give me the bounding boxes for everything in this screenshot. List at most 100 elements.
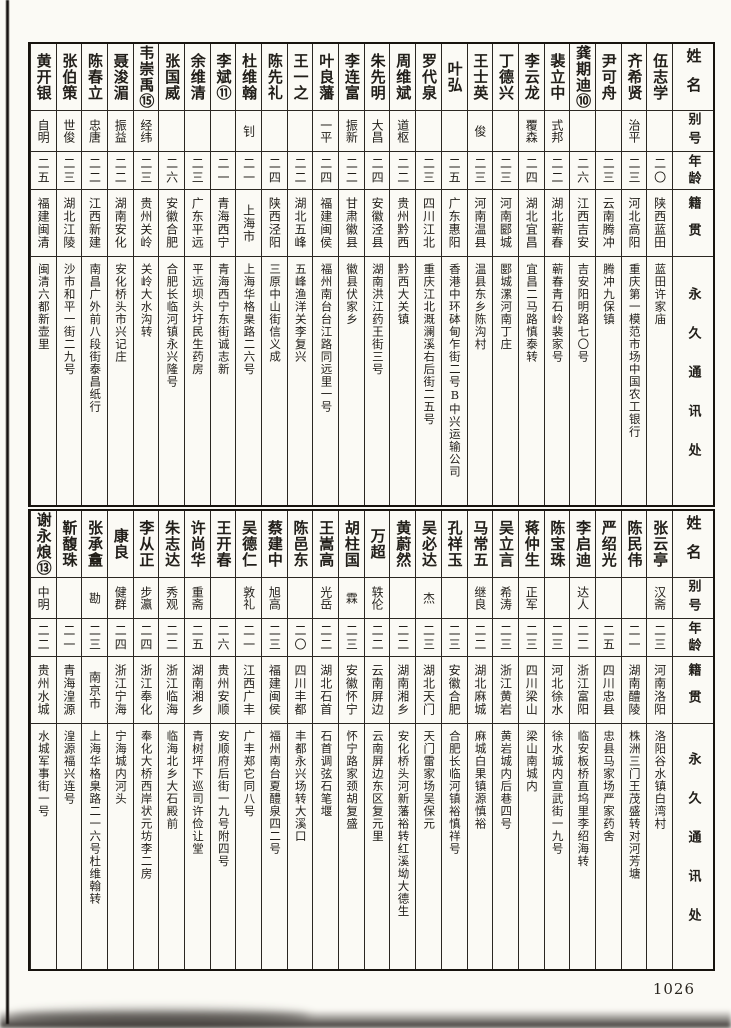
person-name: 周维斌	[394, 53, 413, 101]
origin-cell: 浙江临海	[159, 657, 184, 724]
person-age: 二六	[575, 156, 590, 185]
origin-cell: 湖北江陵	[56, 190, 82, 257]
person-column: 韦崇禹⑮ 经纬 二三 贵州关岭 关岭大水沟转	[132, 44, 159, 505]
person-column: 丁德兴 二三 河南郾城 郾城漯河南丁庄	[492, 44, 518, 505]
person-address: 洛阳谷水镇白湾村	[653, 730, 668, 830]
person-name: 孔祥玉	[445, 520, 464, 568]
person-column: 黄蔚然 二二 湖南湘乡 安化桥头河新藩裕转红溪坳大德生	[389, 511, 416, 969]
age-cell: 二三	[416, 619, 441, 657]
origin-cell: 上海市	[236, 190, 261, 257]
person-age: 二三	[601, 156, 616, 185]
alias-cell	[595, 111, 621, 152]
person-age: 二二	[113, 156, 128, 185]
name-cell: 蔡建中	[262, 511, 287, 578]
person-column: 余维清 二三 广东平远 平远坝头圩民生药房	[183, 44, 210, 505]
header-age-label: 年龄	[685, 153, 701, 188]
origin-cell: 河北徐水	[544, 657, 570, 724]
name-cell: 陈民伟	[621, 511, 647, 578]
address-cell: 腾冲九保镇	[596, 257, 621, 505]
person-column: 陈春立 忠唐 二二 江西新建 南昌广外前八段街泰昌纸行	[81, 44, 107, 505]
person-address: 闽清六都新壶里	[36, 263, 51, 351]
origin-cell: 贵州黔西	[390, 190, 416, 257]
person-alias: 杰	[421, 592, 436, 604]
person-column: 吴立言 希涛 二三 浙江黄岩 黄岩城内后巷四号	[492, 511, 518, 969]
age-cell: 二四	[518, 152, 544, 190]
directory-page: 姓名 别号 年龄 籍贯 永久通讯处 伍志学 二〇 陕西蓝田 蓝田许家庙 齐希贤 …	[28, 42, 715, 971]
person-address: 湖南洪江药王街三号	[370, 263, 385, 376]
address-cell: 福州南台夏醴泉四二号	[262, 724, 287, 969]
person-column: 陈先礼 二四 陕西泾阳 三原中山街信义成	[261, 44, 287, 505]
origin-cell: 河南洛阳	[647, 657, 672, 724]
origin-cell: 安徽泾县	[364, 190, 390, 257]
age-cell: 二一	[621, 619, 647, 657]
alias-cell	[416, 111, 441, 152]
header-address: 永久通讯处	[673, 257, 713, 505]
person-alias: 一平	[318, 119, 333, 143]
person-address: 合肥长临河镇裕慎祥号	[447, 730, 462, 855]
person-column: 孔祥玉 二三 安徽合肥 合肥长临河镇裕慎祥号	[440, 511, 467, 969]
person-address: 临安板桥直坞里李绍海转	[576, 730, 591, 868]
person-column: 王士英 俊 二三 河南温县 温县东乡陈沟村	[466, 44, 493, 505]
age-cell: 二六	[570, 152, 595, 190]
address-cell: 重庆江北溉澜溪右后街二五号	[416, 257, 441, 505]
address-cell: 蕲春青石岭裴家号	[545, 257, 570, 505]
person-column: 罗代泉 二三 四川江北 重庆江北溉澜溪右后街二五号	[415, 44, 441, 505]
person-name: 龚期迪⑩	[574, 45, 593, 109]
address-cell: 水城军事街一号	[31, 724, 56, 969]
person-origin: 江西新建	[87, 197, 102, 249]
person-address: 梁山南城内	[524, 730, 539, 793]
person-origin: 广东平远	[190, 197, 205, 249]
person-address: 奉化大桥西岸状元坊李二房	[139, 730, 154, 880]
name-cell: 吴德仁	[236, 511, 261, 578]
name-cell: 黄蔚然	[390, 511, 416, 578]
name-cell: 李斌⑪	[210, 44, 236, 111]
age-cell: 二四	[313, 152, 339, 190]
person-age: 二二	[395, 156, 410, 185]
person-origin: 福建闽侯	[267, 664, 282, 716]
person-age: 二三	[549, 623, 564, 652]
person-name: 李启迪	[574, 520, 593, 568]
name-cell: 尹可舟	[595, 44, 621, 111]
origin-cell: 四川丰都	[287, 657, 313, 724]
person-age: 二六	[164, 156, 179, 185]
address-cell: 香港中环砵甸乍街二号B中兴运输公司	[442, 257, 467, 505]
person-alias: 达人	[575, 586, 590, 610]
age-cell: 二五	[441, 152, 467, 190]
header-name-label: 姓名	[684, 515, 703, 573]
person-age: 二三	[498, 623, 513, 652]
alias-cell: 轶伦	[364, 578, 390, 619]
person-age: 二二	[549, 156, 564, 185]
header-alias-label: 别号	[685, 579, 701, 617]
age-cell: 二五	[30, 152, 56, 190]
alias-cell	[441, 578, 467, 619]
address-cell: 梁山南城内	[519, 724, 544, 969]
address-cell: 青海西宁东街诚志新	[211, 257, 236, 505]
person-column: 胡柱国 霖 二三 安徽怀宁 怀宁路家颈胡复盛	[338, 511, 364, 969]
person-alias: 继良	[472, 586, 487, 610]
person-origin: 福建闽清	[36, 197, 51, 249]
person-address: 蕲春青石岭裴家号	[550, 263, 565, 363]
address-cell: 洛阳谷水镇白湾村	[647, 724, 672, 969]
address-cell: 沙市和平一街二九号	[57, 257, 82, 505]
person-name: 叶弘	[445, 61, 464, 93]
age-cell: 二三	[82, 619, 107, 657]
name-cell: 余维清	[184, 44, 210, 111]
person-name: 丁德兴	[497, 53, 516, 101]
person-origin: 江西广丰	[241, 664, 256, 716]
age-cell: 二三	[262, 619, 287, 657]
person-address: 怀宁路家颈胡复盛	[345, 730, 360, 830]
name-cell: 朱先明	[364, 44, 390, 111]
alias-cell: 汉斋	[647, 578, 672, 619]
alias-cell	[56, 578, 82, 619]
person-age: 二二	[395, 623, 410, 652]
name-cell: 胡柱国	[339, 511, 364, 578]
origin-cell: 陕西泾阳	[262, 190, 287, 257]
person-alias: 忠唐	[87, 119, 102, 143]
person-address: 黄岩城内后巷四号	[499, 730, 514, 830]
person-alias: 重斋	[190, 586, 205, 610]
person-origin: 河南温县	[472, 197, 487, 249]
name-cell: 裴立中	[544, 44, 570, 111]
person-age: 二四	[524, 156, 539, 185]
address-cell: 天门雷家场吴保元	[416, 724, 441, 969]
person-alias: 旭高	[267, 586, 282, 610]
